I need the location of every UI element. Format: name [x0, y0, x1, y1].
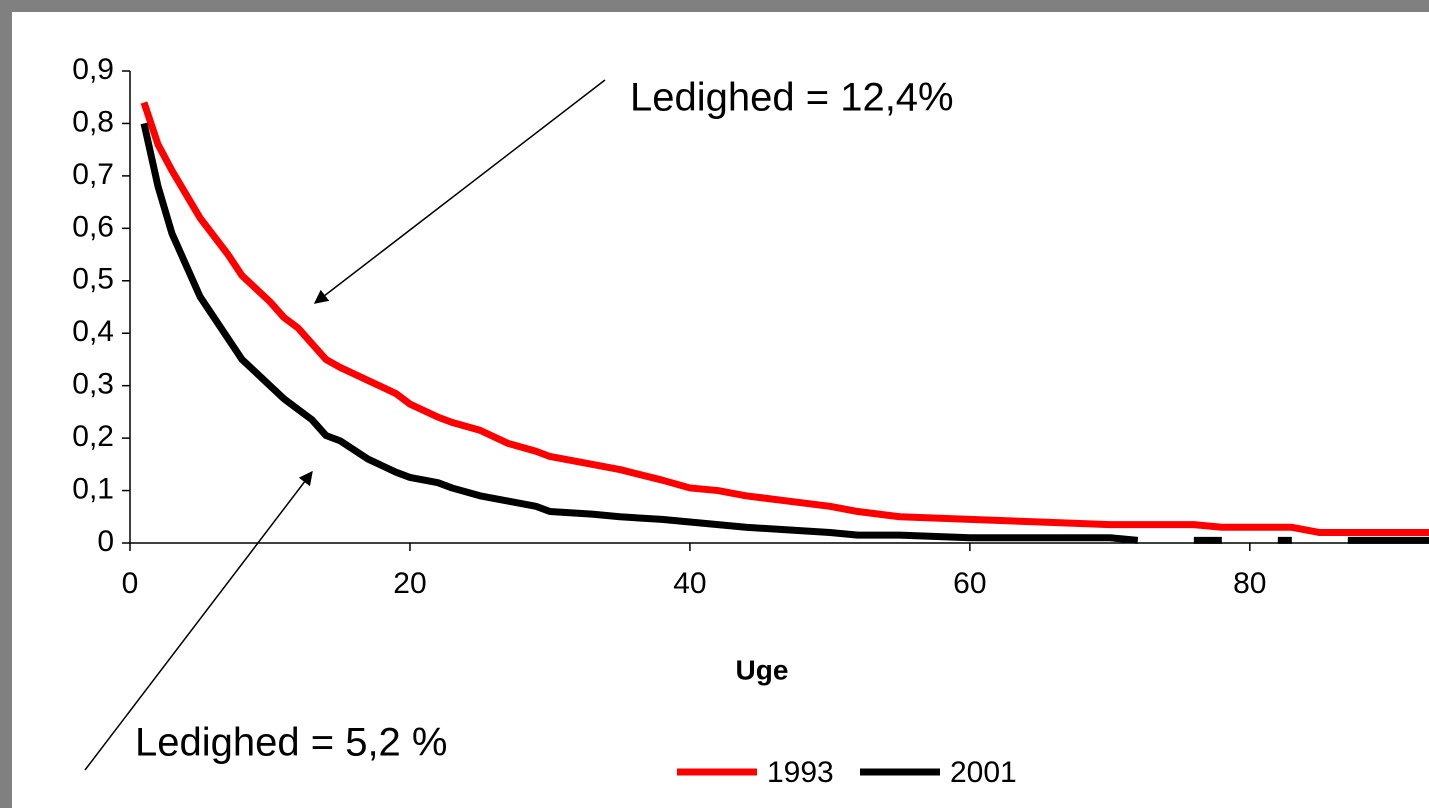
legend-label: 2001 [950, 756, 1017, 789]
arrow [313, 79, 606, 304]
y-tick-label: 0,9 [72, 53, 114, 86]
x-tick-label: 0 [122, 567, 139, 600]
x-tick-label: 60 [953, 567, 986, 600]
y-tick-label: 0,4 [72, 315, 114, 348]
series-line [140, 101, 1429, 537]
x-tick-label: 40 [673, 567, 706, 600]
y-tick-label: 0,8 [72, 105, 114, 138]
x-tick-label: 80 [1233, 567, 1266, 600]
legend-label: 1993 [767, 756, 834, 789]
x-axis-label: Uge [736, 654, 789, 685]
y-tick-label: 0,2 [72, 420, 114, 453]
series-line [140, 122, 1429, 544]
y-tick-label: 0,3 [72, 368, 114, 401]
arrow [84, 470, 313, 771]
annotation: Ledighed = 12,4% [630, 76, 954, 120]
y-tick-label: 0,7 [72, 158, 114, 191]
y-tick-label: 0,5 [72, 263, 114, 296]
y-tick-label: 0,6 [72, 210, 114, 243]
y-tick-label: 0 [97, 525, 114, 558]
x-tick-label: 20 [393, 567, 426, 600]
annotation: Ledighed = 5,2 % [135, 721, 447, 765]
plot-background [12, 12, 1429, 808]
y-tick-label: 0,1 [72, 472, 114, 505]
